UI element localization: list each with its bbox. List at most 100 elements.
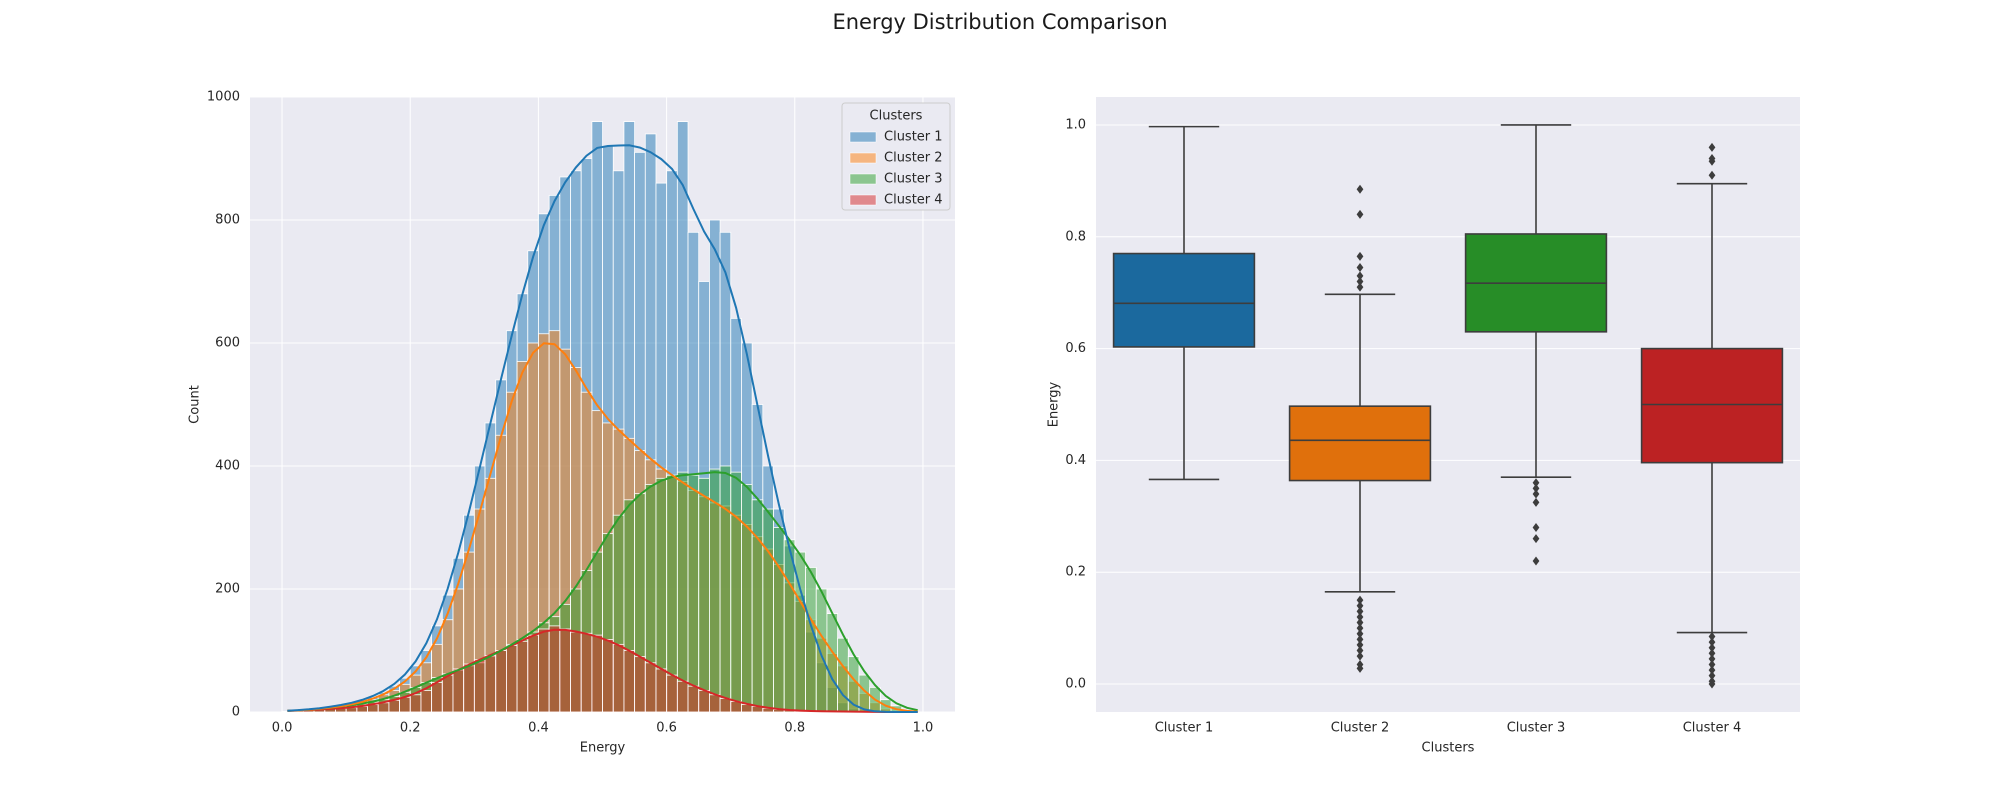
histogram-bar bbox=[463, 663, 475, 713]
legend-title: Clusters bbox=[870, 109, 923, 124]
histogram-bar bbox=[773, 527, 785, 713]
boxplot-panel: 0.0 0.2 0.4 0.6 0.8 1.0 Cluster 1 Cluster 2 Clus… bbox=[1047, 97, 1800, 756]
outlier-point bbox=[1708, 637, 1716, 647]
outlier-point bbox=[1708, 643, 1716, 653]
histogram-bar bbox=[570, 631, 582, 713]
outlier-point bbox=[1708, 632, 1716, 642]
histogram-bar bbox=[634, 656, 646, 713]
histogram-bar bbox=[409, 694, 422, 713]
outlier-point bbox=[1356, 646, 1364, 655]
x-tick-label: 0.4 bbox=[528, 721, 549, 736]
y-axis-label: Energy bbox=[1047, 381, 1062, 427]
histogram-bar bbox=[655, 668, 668, 713]
histogram-panel: 0.0 0.2 0.4 0.6 0.8 1.0 0 200 400 600 800 1000 Energ… bbox=[188, 90, 955, 756]
outlier-point bbox=[1708, 154, 1716, 163]
y-tick-label: 0.6 bbox=[1065, 341, 1086, 356]
outlier-point bbox=[1532, 534, 1540, 544]
outlier-point bbox=[1356, 184, 1364, 194]
histogram-bar bbox=[623, 650, 636, 713]
kde-line bbox=[287, 471, 918, 712]
outlier-point bbox=[1356, 663, 1364, 673]
y-tick-label: 0.4 bbox=[1065, 453, 1086, 468]
y-tick-label: 600 bbox=[215, 336, 240, 351]
histogram-bar bbox=[527, 634, 539, 713]
y-tick-label: 200 bbox=[215, 582, 240, 597]
y-tick-label: 400 bbox=[215, 459, 240, 474]
x-tick-label: 0.0 bbox=[272, 721, 293, 736]
histogram-bar bbox=[377, 702, 390, 713]
histogram-bar bbox=[516, 640, 529, 713]
outlier-point bbox=[1356, 618, 1364, 628]
legend-swatch bbox=[849, 173, 877, 185]
histogram-bar bbox=[602, 639, 614, 713]
histogram-bar bbox=[687, 474, 700, 713]
x-tick-label: Cluster 3 bbox=[1507, 721, 1566, 736]
histogram-bar bbox=[676, 680, 689, 713]
outlier-point bbox=[1708, 665, 1716, 675]
outlier-point bbox=[1356, 277, 1364, 286]
x-tick-label: Cluster 4 bbox=[1683, 721, 1742, 736]
histogram-bar bbox=[666, 674, 678, 713]
y-tick-label: 0.0 bbox=[1065, 677, 1086, 692]
legend-swatch bbox=[849, 194, 877, 206]
outlier-point bbox=[1356, 612, 1364, 622]
x-tick-label: Cluster 2 bbox=[1331, 721, 1390, 736]
histogram-bar bbox=[687, 685, 700, 713]
outlier-point bbox=[1356, 209, 1364, 219]
figure-title: Energy Distribution Comparison bbox=[832, 10, 1168, 34]
histogram-bar bbox=[580, 632, 593, 713]
x-tick-label: 1.0 bbox=[913, 721, 934, 736]
histogram-bar bbox=[719, 698, 732, 713]
histogram-bar bbox=[388, 699, 400, 713]
legend-swatch bbox=[849, 131, 877, 143]
legend-label: Cluster 2 bbox=[884, 151, 943, 166]
histogram-bar bbox=[420, 690, 433, 713]
outlier-point bbox=[1356, 651, 1364, 661]
outlier-point bbox=[1356, 595, 1364, 605]
x-tick-label: Cluster 1 bbox=[1155, 721, 1214, 736]
histogram-bar bbox=[762, 508, 774, 713]
x-axis-label: Energy bbox=[580, 741, 626, 756]
histogram-bar bbox=[730, 471, 742, 713]
histogram-bar bbox=[815, 588, 828, 713]
outlier-point bbox=[1356, 263, 1364, 273]
outlier-point bbox=[1708, 648, 1716, 658]
outlier-point bbox=[1356, 629, 1364, 639]
y-tick-label: 0 bbox=[232, 705, 240, 720]
y-tick-label: 800 bbox=[215, 213, 240, 228]
histogram-bar bbox=[698, 477, 710, 713]
histogram-bar bbox=[612, 643, 625, 713]
x-tick-label: 0.8 bbox=[784, 721, 805, 736]
y-tick-label: 0.2 bbox=[1065, 565, 1086, 580]
box bbox=[1288, 405, 1432, 482]
histogram-bar bbox=[837, 637, 849, 713]
outlier-point bbox=[1708, 654, 1716, 664]
outlier-point bbox=[1532, 483, 1540, 493]
histogram-bar bbox=[431, 682, 443, 713]
histogram-bar bbox=[805, 567, 817, 713]
outlier-point bbox=[1532, 489, 1540, 499]
histogram-bar bbox=[506, 645, 518, 713]
kde-line bbox=[287, 628, 918, 713]
histogram-bar bbox=[751, 499, 764, 713]
y-axis-label: Count bbox=[188, 385, 203, 424]
outlier-point bbox=[1708, 659, 1716, 669]
kde-line bbox=[287, 144, 918, 713]
histogram-bar bbox=[559, 628, 571, 713]
histogram-bar bbox=[676, 471, 689, 713]
outlier-point bbox=[1356, 271, 1364, 281]
histogram-bar bbox=[719, 465, 732, 713]
histogram-bar bbox=[399, 696, 411, 713]
outlier-point bbox=[1356, 282, 1364, 292]
outlier-point bbox=[1356, 640, 1364, 650]
box bbox=[1112, 252, 1256, 348]
histogram-bar bbox=[644, 662, 657, 713]
legend-label: Cluster 3 bbox=[884, 172, 943, 187]
kde-line bbox=[287, 342, 918, 713]
y-tick-label: 0.8 bbox=[1065, 229, 1086, 244]
histogram-bar bbox=[548, 625, 561, 713]
histogram-bar bbox=[441, 674, 454, 713]
x-tick-label: 0.2 bbox=[400, 721, 421, 736]
histogram-bar bbox=[484, 655, 497, 713]
